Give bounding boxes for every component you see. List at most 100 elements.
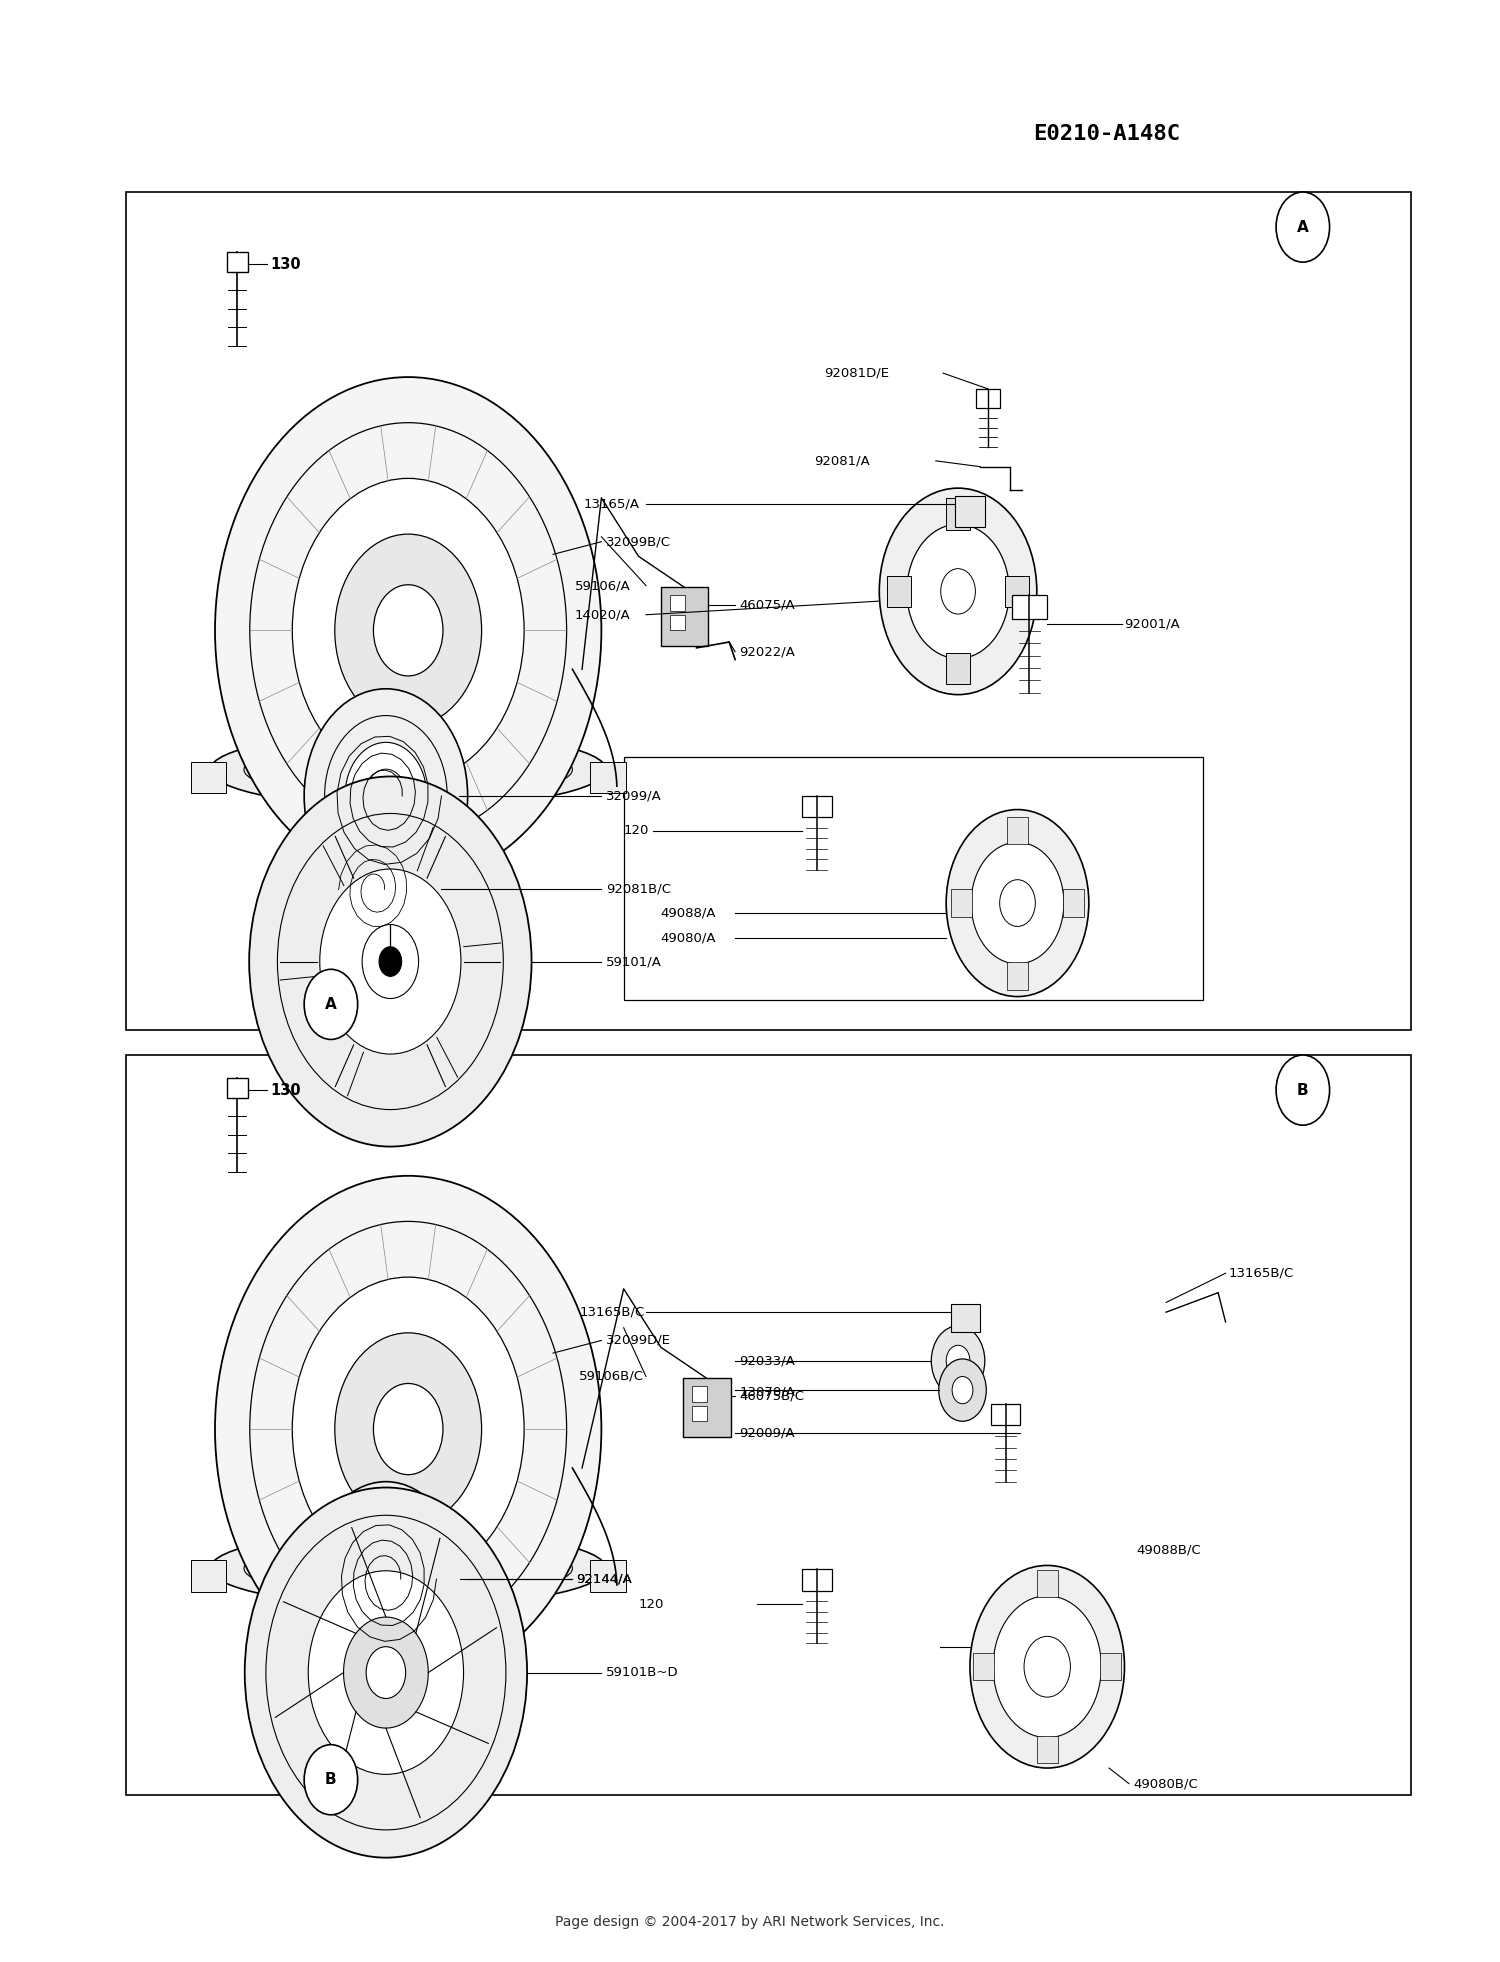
Circle shape — [952, 1377, 974, 1403]
Bar — [662, 587, 708, 645]
Circle shape — [266, 1515, 506, 1831]
Text: 59101/A: 59101/A — [606, 955, 662, 967]
Text: 92081D/E: 92081D/E — [825, 367, 890, 381]
Text: B: B — [1298, 1083, 1308, 1097]
Text: 46075B/C: 46075B/C — [740, 1389, 804, 1403]
Circle shape — [946, 810, 1089, 997]
Circle shape — [946, 1346, 970, 1377]
Circle shape — [1276, 192, 1329, 263]
Circle shape — [366, 1646, 405, 1699]
Text: 49080B/C: 49080B/C — [1134, 1778, 1198, 1789]
Circle shape — [993, 1595, 1101, 1738]
Bar — [390, 1509, 426, 1540]
Circle shape — [932, 1326, 986, 1395]
Bar — [590, 761, 626, 793]
Circle shape — [320, 869, 460, 1054]
Ellipse shape — [210, 732, 606, 808]
Circle shape — [374, 585, 442, 677]
Circle shape — [354, 861, 396, 916]
Text: 46075/A: 46075/A — [740, 598, 795, 612]
Text: 92009/A: 92009/A — [740, 1426, 795, 1440]
Circle shape — [970, 842, 1064, 963]
Bar — [390, 710, 426, 742]
Bar — [1036, 1570, 1058, 1597]
Text: 32099/A: 32099/A — [606, 789, 662, 802]
Bar — [692, 1387, 706, 1401]
Bar — [974, 1654, 994, 1679]
Circle shape — [292, 1277, 524, 1581]
Circle shape — [908, 524, 1010, 659]
Text: 49088/A: 49088/A — [662, 906, 717, 920]
Circle shape — [309, 1572, 464, 1774]
Circle shape — [939, 1360, 987, 1420]
Bar — [802, 1570, 831, 1591]
Circle shape — [330, 1507, 441, 1652]
Text: 92144/A: 92144/A — [576, 1574, 632, 1585]
Text: 32099B/C: 32099B/C — [606, 536, 670, 547]
Circle shape — [879, 489, 1036, 695]
Text: 59106/A: 59106/A — [574, 579, 630, 593]
Text: E0210-A148C: E0210-A148C — [1034, 124, 1181, 143]
Circle shape — [334, 836, 417, 944]
Ellipse shape — [244, 740, 573, 800]
Text: 13165B/C: 13165B/C — [579, 1305, 645, 1318]
Circle shape — [324, 716, 447, 877]
Bar — [190, 761, 226, 793]
Text: Page design © 2004-2017 by ARI Network Services, Inc.: Page design © 2004-2017 by ARI Network S… — [555, 1915, 945, 1929]
Bar — [946, 653, 970, 685]
Text: 120: 120 — [639, 1597, 664, 1611]
Bar — [682, 1379, 730, 1436]
Text: 59106B/C: 59106B/C — [579, 1369, 644, 1383]
Text: 120: 120 — [624, 824, 650, 838]
Bar — [390, 1595, 426, 1626]
Text: A: A — [1298, 220, 1308, 235]
Circle shape — [334, 534, 482, 726]
Circle shape — [251, 1222, 567, 1636]
Bar — [226, 1079, 248, 1099]
Bar — [976, 388, 999, 408]
Text: 49088B/C: 49088B/C — [1137, 1544, 1202, 1556]
Bar — [692, 1405, 706, 1420]
Bar — [1036, 1736, 1058, 1764]
Text: 49080/A: 49080/A — [662, 932, 717, 944]
Text: 92001/A: 92001/A — [1125, 618, 1180, 632]
Bar — [590, 1560, 626, 1591]
Bar — [951, 889, 972, 916]
Circle shape — [368, 1554, 405, 1603]
Text: 13070/A: 13070/A — [740, 1385, 795, 1399]
Bar — [951, 1305, 981, 1332]
Text: 92022/A: 92022/A — [740, 645, 795, 659]
Bar — [946, 498, 970, 530]
Circle shape — [348, 1530, 423, 1628]
Text: 13165/A: 13165/A — [584, 496, 639, 510]
Bar — [956, 496, 986, 528]
Circle shape — [1276, 1056, 1329, 1124]
Circle shape — [304, 689, 468, 903]
Circle shape — [214, 377, 602, 883]
Circle shape — [312, 1481, 460, 1676]
Text: 14020/A: 14020/A — [574, 608, 630, 622]
Bar — [190, 1560, 226, 1591]
Bar — [1007, 816, 1028, 844]
Ellipse shape — [244, 1538, 573, 1599]
Ellipse shape — [210, 1530, 606, 1607]
Bar — [669, 594, 684, 610]
Text: 32099D/E: 32099D/E — [606, 1334, 670, 1348]
Circle shape — [940, 569, 975, 614]
Bar — [126, 192, 1412, 1030]
Text: 92081B/C: 92081B/C — [606, 883, 670, 897]
Text: 130: 130 — [270, 1083, 300, 1097]
Circle shape — [316, 812, 435, 967]
Text: 92081/A: 92081/A — [815, 455, 870, 467]
Bar — [1062, 889, 1083, 916]
Circle shape — [249, 777, 531, 1146]
Circle shape — [999, 879, 1035, 926]
Bar — [390, 797, 426, 828]
Bar — [226, 253, 248, 273]
Circle shape — [362, 924, 419, 999]
Bar — [1005, 575, 1029, 606]
Text: 13165B/C: 13165B/C — [1228, 1267, 1294, 1279]
Circle shape — [344, 1617, 429, 1729]
Circle shape — [970, 1566, 1125, 1768]
Circle shape — [1024, 1636, 1071, 1697]
